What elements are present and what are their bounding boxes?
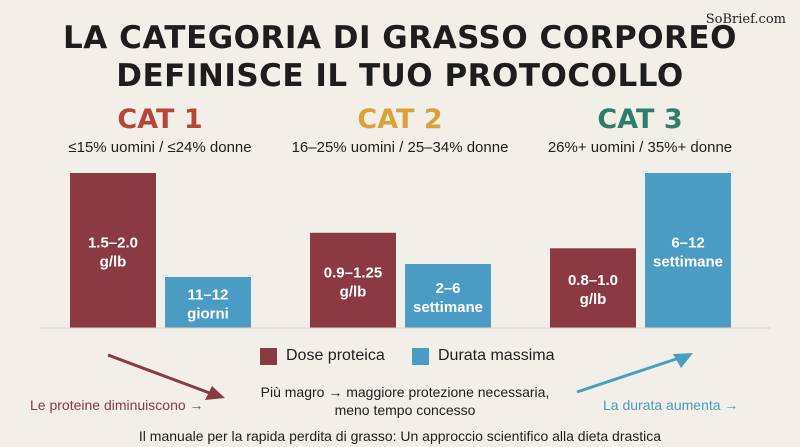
cat3-heading: CAT 3 — [597, 104, 683, 135]
bar-label-duration-cat1-line2: giorni — [187, 306, 229, 323]
left-note: Le proteine diminuiscono → — [30, 397, 204, 413]
bar-protein-cat2 — [310, 232, 396, 328]
bar-protein-cat1 — [70, 173, 156, 328]
cat2-subtitle: 16–25% uomini / 25–34% donne — [291, 139, 509, 156]
bar-label-protein-cat2-line2: g/lb — [340, 283, 367, 300]
legend-duration-label: Durata massima — [438, 347, 555, 364]
bar-label-duration-cat2-line2: settimane — [413, 299, 483, 316]
bar-label-protein-cat3-line2: g/lb — [580, 291, 607, 308]
legend-protein-swatch — [260, 347, 277, 365]
center-note: Più magro → maggiore protezione necessar… — [250, 383, 560, 419]
legend-duration: Durata massima — [412, 346, 554, 366]
bar-label-protein-cat3-line1: 0.8–1.0 — [568, 272, 618, 289]
bar-label-protein-cat1-line2: g/lb — [100, 254, 127, 271]
legend-duration-swatch — [412, 347, 429, 365]
bar-label-duration-cat3-line1: 6–12 — [671, 235, 704, 252]
bar-duration-cat3 — [645, 173, 731, 328]
cat1-subtitle: ≤15% uomini / ≤24% donne — [68, 139, 252, 156]
right-arrow-line — [576, 355, 683, 394]
brand-logo: SoBrief.com — [705, 12, 786, 27]
title-line-1: LA CATEGORIA DI GRASSO CORPOREO — [63, 20, 737, 56]
cat2-heading: CAT 2 — [357, 104, 443, 135]
left-arrow-head — [205, 386, 225, 400]
bar-protein-cat3 — [550, 248, 636, 328]
bar-label-duration-cat3-line2: settimane — [653, 254, 723, 271]
cat3-subtitle: 26%+ uomini / 35%+ donne — [547, 139, 733, 156]
bar-label-protein-cat1-line1: 1.5–2.0 — [88, 235, 138, 252]
left-arrow-line — [107, 353, 216, 397]
bar-duration-cat2 — [405, 264, 491, 328]
cat1-heading: CAT 1 — [117, 104, 203, 135]
bar-label-duration-cat1-line1: 11–12 — [188, 287, 229, 304]
footer-caption: Il manuale per la rapida perdita di gras… — [138, 428, 662, 444]
center-note-line-1: Più magro → maggiore protezione necessar… — [260, 384, 550, 400]
right-arrow-head — [673, 353, 693, 368]
center-note-line-2: meno tempo concesso — [334, 402, 476, 418]
bar-label-duration-cat2-line1: 2–6 — [435, 280, 460, 297]
title-line-2: DEFINISCE IL TUO PROTOCOLLO — [116, 58, 684, 94]
legend-protein-label: Dose proteica — [286, 347, 385, 364]
legend-protein: Dose proteica — [260, 346, 385, 366]
bar-duration-cat1 — [165, 277, 251, 328]
bar-label-protein-cat2-line1: 0.9–1.25 — [324, 264, 382, 281]
right-note: La durata aumenta → — [603, 397, 739, 413]
